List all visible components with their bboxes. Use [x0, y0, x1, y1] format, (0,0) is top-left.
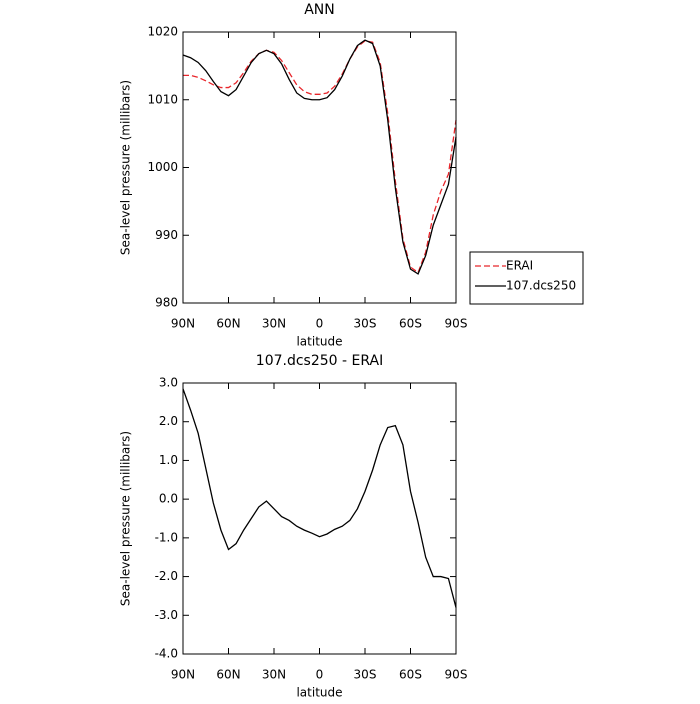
x-tick-label: 30S	[354, 668, 377, 682]
x-tick-label: 30S	[354, 317, 377, 331]
y-tick-label: 990	[155, 228, 178, 242]
x-tick-label: 90N	[171, 317, 195, 331]
legend-box	[469, 251, 584, 305]
y-tick-label: -2.0	[155, 569, 178, 583]
x-tick-label: 60N	[216, 668, 240, 682]
x-axis-label: latitude	[296, 686, 342, 700]
y-tick-label: 1.0	[159, 453, 178, 467]
chart-title: 107.dcs250 - ERAI	[256, 353, 383, 369]
data-line	[182, 388, 457, 608]
y-tick-label: -3.0	[155, 608, 178, 622]
legend-label: 107.dcs250	[506, 279, 576, 293]
x-tick-label: 30N	[262, 317, 286, 331]
y-tick-label: 980	[155, 296, 178, 310]
y-tick-label: 1010	[147, 92, 178, 106]
x-tick-label: 60N	[216, 317, 240, 331]
y-tick-label: -4.0	[155, 647, 178, 661]
plot-frame	[182, 31, 457, 304]
plot-frame	[182, 382, 457, 655]
x-tick-label: 60S	[399, 668, 422, 682]
y-axis-label: Sea-level pressure (millibars)	[119, 431, 133, 606]
legend-label: ERAI	[506, 259, 533, 273]
x-tick-label: 60S	[399, 317, 422, 331]
x-tick-label: 90N	[171, 668, 195, 682]
y-axis-label: Sea-level pressure (millibars)	[119, 80, 133, 255]
x-tick-label: 0	[316, 317, 324, 331]
y-tick-label: -1.0	[155, 530, 178, 544]
y-tick-label: 0.0	[159, 492, 178, 506]
x-tick-label: 90S	[445, 668, 468, 682]
x-axis-label: latitude	[296, 335, 342, 349]
y-tick-label: 1000	[147, 160, 178, 174]
y-tick-label: 1020	[147, 25, 178, 39]
data-line	[182, 39, 457, 275]
x-tick-label: 30N	[262, 668, 286, 682]
data-line	[183, 40, 457, 274]
y-tick-label: 2.0	[159, 414, 178, 428]
x-tick-label: 0	[316, 668, 324, 682]
x-tick-label: 90S	[445, 317, 468, 331]
chart-title: ANN	[304, 2, 335, 18]
y-tick-label: 3.0	[159, 376, 178, 390]
